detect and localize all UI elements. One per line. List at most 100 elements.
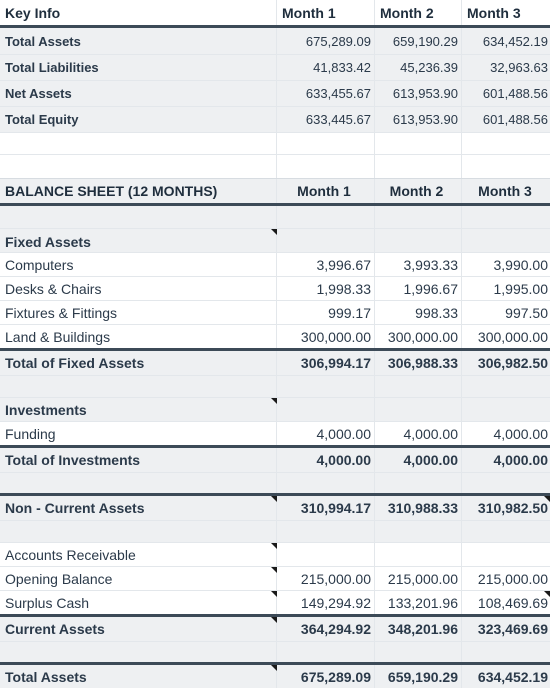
- cell-month-3[interactable]: 32,963.63: [490, 60, 548, 75]
- cell-month-2[interactable]: 300,000.00: [375, 325, 462, 348]
- cell-month-1[interactable]: 4,000.00: [277, 422, 375, 445]
- row-label[interactable]: Net Assets: [0, 81, 277, 106]
- cell-month-1[interactable]: 999.17: [277, 301, 375, 324]
- empty-cell[interactable]: [0, 376, 277, 397]
- comment-indicator-icon[interactable]: [271, 617, 277, 623]
- cell-month-2[interactable]: 659,190.29: [375, 665, 462, 688]
- empty-cell[interactable]: [0, 473, 277, 493]
- cell-month-2[interactable]: 4,000.00: [375, 448, 462, 472]
- empty-cell[interactable]: [375, 206, 462, 228]
- cell-month-2[interactable]: 348,201.96: [375, 617, 462, 641]
- empty-cell[interactable]: [462, 521, 550, 542]
- cell-month-3[interactable]: 1,995.00: [493, 280, 549, 297]
- empty-cell[interactable]: [277, 133, 375, 154]
- row-label[interactable]: Opening Balance: [0, 567, 277, 590]
- row-label[interactable]: Total Liabilities: [0, 55, 277, 80]
- empty-cell[interactable]: [0, 133, 277, 154]
- cell-month-1[interactable]: 364,294.92: [277, 617, 375, 641]
- cell-month-2[interactable]: 4,000.00: [375, 422, 462, 445]
- empty-cell[interactable]: [277, 155, 375, 178]
- cell-month-3[interactable]: 601,488.56: [482, 112, 548, 127]
- comment-indicator-icon[interactable]: [544, 496, 550, 502]
- empty-cell[interactable]: [462, 206, 550, 228]
- key-info-month-1-header[interactable]: Month 1: [277, 0, 375, 25]
- cell-month-3[interactable]: 310,982.50: [477, 500, 548, 516]
- row-label[interactable]: Funding: [0, 422, 277, 445]
- empty-cell[interactable]: [375, 229, 462, 252]
- accounts-receivable-title[interactable]: Accounts Receivable: [0, 543, 277, 566]
- cell-month-1[interactable]: 310,994.17: [277, 496, 375, 520]
- cell-month-2[interactable]: 310,988.33: [375, 496, 462, 520]
- cell-month-3[interactable]: 634,452.19: [482, 33, 548, 49]
- empty-cell[interactable]: [277, 642, 375, 662]
- empty-cell[interactable]: [462, 376, 550, 397]
- empty-cell[interactable]: [277, 521, 375, 542]
- cell-month-2[interactable]: 1,996.67: [375, 277, 462, 300]
- cell-month-2[interactable]: 613,953.90: [375, 81, 462, 106]
- comment-indicator-icon[interactable]: [271, 567, 277, 573]
- row-label[interactable]: Total Equity: [0, 107, 277, 132]
- row-label[interactable]: Desks & Chairs: [0, 277, 277, 300]
- cell-month-1[interactable]: 306,994.17: [277, 351, 375, 375]
- bs-month-3-header[interactable]: Month 3: [478, 183, 532, 199]
- empty-cell[interactable]: [462, 543, 550, 566]
- cell-month-2[interactable]: 306,988.33: [375, 351, 462, 375]
- empty-cell[interactable]: [0, 521, 277, 542]
- empty-cell[interactable]: [462, 642, 550, 662]
- comment-indicator-icon[interactable]: [544, 591, 550, 597]
- cell-month-2[interactable]: 3,993.33: [375, 253, 462, 276]
- cell-month-3[interactable]: 300,000.00: [477, 328, 548, 345]
- fixed-assets-title[interactable]: Fixed Assets: [0, 229, 277, 252]
- cell-month-1[interactable]: 4,000.00: [277, 448, 375, 472]
- row-label[interactable]: Computers: [0, 253, 277, 276]
- cell-month-1[interactable]: 633,455.67: [277, 81, 375, 106]
- empty-cell[interactable]: [375, 376, 462, 397]
- row-label[interactable]: Surplus Cash: [0, 591, 277, 614]
- empty-cell[interactable]: [462, 398, 550, 421]
- row-label[interactable]: Total Assets: [0, 28, 277, 54]
- current-assets-label[interactable]: Current Assets: [0, 617, 277, 641]
- cell-month-2[interactable]: 613,953.90: [375, 107, 462, 132]
- comment-indicator-icon[interactable]: [271, 591, 277, 597]
- cell-month-2[interactable]: 998.33: [375, 301, 462, 324]
- cell-month-3[interactable]: 997.50: [505, 304, 548, 321]
- cell-month-3[interactable]: 634,452.19: [477, 668, 548, 685]
- empty-cell[interactable]: [277, 229, 375, 252]
- row-label[interactable]: Land & Buildings: [0, 325, 277, 348]
- empty-cell[interactable]: [277, 376, 375, 397]
- non-current-assets-label[interactable]: Non - Current Assets: [0, 496, 277, 520]
- cell-month-1[interactable]: 633,445.67: [277, 107, 375, 132]
- cell-month-2[interactable]: 45,236.39: [375, 55, 462, 80]
- cell-month-2[interactable]: 659,190.29: [375, 28, 462, 54]
- empty-cell[interactable]: [375, 473, 462, 493]
- empty-cell[interactable]: [375, 133, 462, 154]
- empty-cell[interactable]: [462, 133, 550, 154]
- cell-month-2[interactable]: 133,201.96: [375, 591, 462, 614]
- empty-cell[interactable]: [277, 206, 375, 228]
- cell-month-3[interactable]: 601,488.56: [482, 86, 548, 101]
- empty-cell[interactable]: [375, 642, 462, 662]
- cell-month-3[interactable]: 108,469.69: [477, 594, 548, 611]
- bs-month-2-header[interactable]: Month 2: [375, 179, 462, 203]
- cell-month-3[interactable]: 306,982.50: [477, 355, 548, 371]
- cell-month-1[interactable]: 215,000.00: [277, 567, 375, 590]
- cell-month-1[interactable]: 3,996.67: [277, 253, 375, 276]
- cell-month-1[interactable]: 300,000.00: [277, 325, 375, 348]
- cell-month-2[interactable]: 215,000.00: [375, 567, 462, 590]
- comment-indicator-icon[interactable]: [271, 229, 277, 235]
- cell-month-3[interactable]: 3,990.00: [493, 256, 549, 273]
- empty-cell[interactable]: [462, 155, 550, 178]
- cell-month-1[interactable]: 1,998.33: [277, 277, 375, 300]
- key-info-month-3-header[interactable]: Month 3: [467, 4, 521, 21]
- investments-title[interactable]: Investments: [0, 398, 277, 421]
- comment-indicator-icon[interactable]: [271, 496, 277, 502]
- total-assets-label[interactable]: Total Assets: [0, 665, 277, 688]
- bs-month-1-header[interactable]: Month 1: [277, 179, 375, 203]
- comment-indicator-icon[interactable]: [271, 665, 277, 671]
- comment-indicator-icon[interactable]: [271, 543, 277, 549]
- empty-cell[interactable]: [277, 398, 375, 421]
- comment-indicator-icon[interactable]: [271, 398, 277, 404]
- cell-month-3[interactable]: 215,000.00: [477, 570, 548, 587]
- cell-month-3[interactable]: 4,000.00: [493, 452, 549, 468]
- empty-cell[interactable]: [0, 206, 277, 228]
